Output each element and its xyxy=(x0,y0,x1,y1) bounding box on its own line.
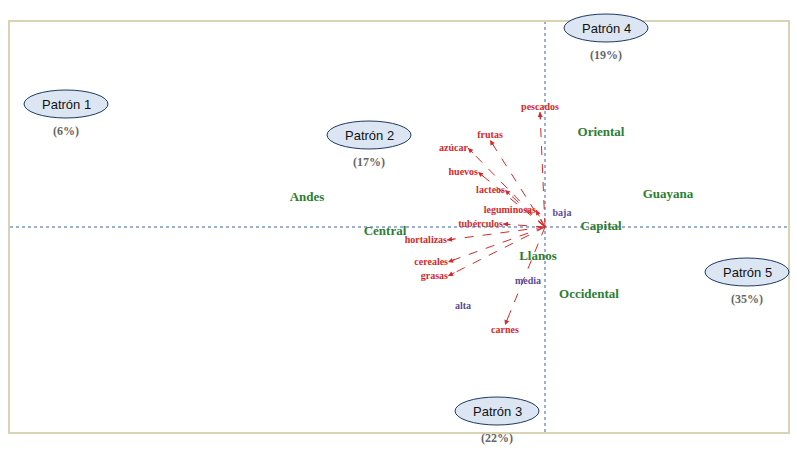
svg-text:Patrón 5: Patrón 5 xyxy=(723,265,772,280)
svg-text:Patrón 1: Patrón 1 xyxy=(42,97,91,112)
svg-text:(35%): (35%) xyxy=(731,292,763,306)
svg-text:cereales: cereales xyxy=(414,256,448,267)
svg-text:(22%): (22%) xyxy=(481,431,513,445)
svg-text:(6%): (6%) xyxy=(53,124,79,138)
svg-text:Central: Central xyxy=(364,223,407,238)
svg-text:leguminosas: leguminosas xyxy=(484,204,536,215)
svg-text:huevos: huevos xyxy=(449,166,479,177)
svg-text:tubérculos: tubérculos xyxy=(458,218,503,229)
svg-text:Patrón 2: Patrón 2 xyxy=(345,128,394,143)
svg-text:(19%): (19%) xyxy=(590,48,622,62)
svg-text:baja: baja xyxy=(553,207,572,218)
svg-text:Guayana: Guayana xyxy=(643,186,694,201)
svg-text:media: media xyxy=(515,275,541,286)
svg-text:alta: alta xyxy=(455,300,471,311)
svg-text:Oriental: Oriental xyxy=(578,124,625,139)
svg-text:carnes: carnes xyxy=(491,324,519,335)
svg-text:azúcar: azúcar xyxy=(439,142,468,153)
svg-text:lacteos: lacteos xyxy=(476,184,505,195)
svg-text:Andes: Andes xyxy=(290,189,325,204)
svg-text:(17%): (17%) xyxy=(353,155,385,169)
svg-text:grasas: grasas xyxy=(421,270,448,281)
svg-text:hortalizas: hortalizas xyxy=(405,234,447,245)
svg-text:pescados: pescados xyxy=(521,101,559,112)
svg-text:frutas: frutas xyxy=(477,129,503,140)
svg-text:Llanos: Llanos xyxy=(519,248,557,263)
svg-text:Patrón 4: Patrón 4 xyxy=(582,21,631,36)
svg-text:Patrón 3: Patrón 3 xyxy=(473,404,522,419)
svg-text:Capital: Capital xyxy=(580,218,622,233)
svg-text:Occidental: Occidental xyxy=(559,286,619,301)
